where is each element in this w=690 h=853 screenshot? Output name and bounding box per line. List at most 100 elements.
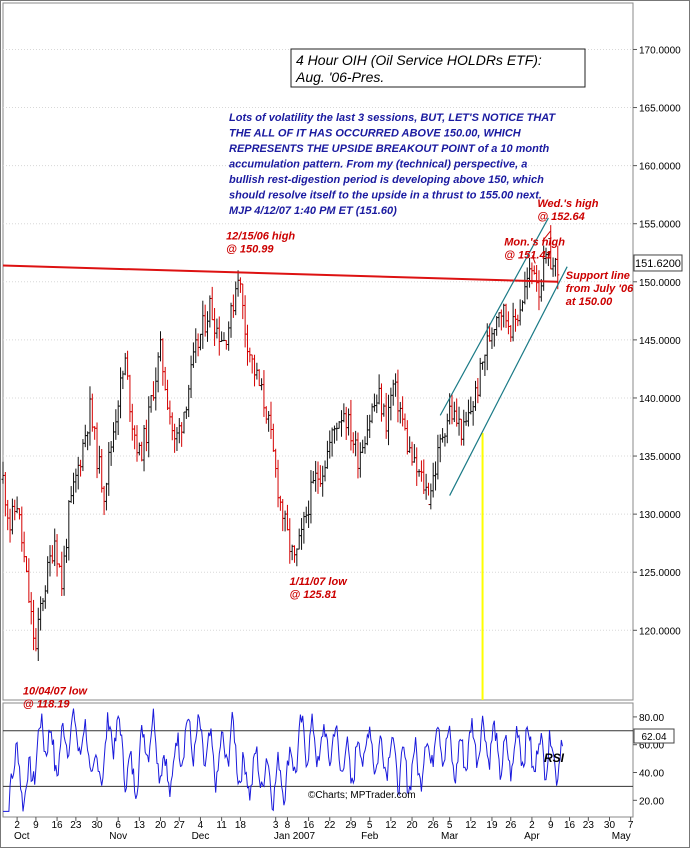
x-month-label: Apr	[524, 831, 540, 842]
x-tick-label: 20	[406, 820, 418, 831]
annotation-text: Wed.'s high	[537, 198, 598, 210]
x-tick-label: 2	[14, 820, 20, 831]
x-month-label: Nov	[109, 831, 127, 842]
x-month-label: Feb	[361, 831, 379, 842]
price-y-tick-label: 145.0000	[639, 336, 681, 347]
x-tick-label: 9	[548, 820, 554, 831]
commentary-line: MJP 4/12/07 1:40 PM ET (151.60)	[229, 205, 397, 217]
annotation-pointer	[541, 230, 551, 242]
rsi-label: RSI	[544, 751, 565, 765]
x-axis: 2 9 16 23 30 6 13 20 27 4 11 18 3 8 16 22 29 5 12 20 26 5 12 19…	[14, 817, 634, 842]
rsi-y-tick-label: 20.00	[639, 796, 664, 807]
x-tick-label: 29	[345, 820, 357, 831]
rsi-last-value-box	[633, 728, 675, 744]
price-bars	[1, 225, 560, 662]
x-tick-label: 16	[52, 820, 64, 831]
rsi-y-tick-label: 40.00	[639, 769, 664, 780]
rsi-line	[3, 708, 563, 812]
annotation-text: 10/04/07 low	[23, 685, 89, 697]
commentary-line: REPRESENTS THE UPSIDE BREAKOUT POINT of …	[229, 143, 550, 155]
x-tick-label: 16	[303, 820, 315, 831]
price-y-tick-label: 150.0000	[639, 278, 681, 289]
rsi-y-tick-label: 60.00	[639, 741, 664, 752]
x-tick-label: 9	[33, 820, 39, 831]
commentary-line: Lots of volatility the last 3 sessions, …	[229, 112, 556, 124]
x-tick-label: 5	[367, 820, 373, 831]
last-price-tag: 151.6200	[633, 254, 683, 272]
x-tick-label: 4	[198, 820, 204, 831]
annotation-text: from July '06	[566, 283, 634, 295]
annotation-text: @ 125.81	[289, 589, 336, 601]
annotation-text: 1/11/07 low	[289, 576, 348, 588]
x-tick-label: 5	[447, 820, 453, 831]
price-y-tick-label: 125.0000	[639, 568, 681, 579]
annotation-text: Mon.'s high	[504, 236, 565, 248]
support-line	[2, 264, 558, 283]
x-tick-label: 3	[273, 820, 279, 831]
x-tick-label: 11	[216, 820, 227, 831]
commentary-line: accumulation pattern. From my (technical…	[229, 159, 527, 171]
x-tick-label: 26	[505, 820, 517, 831]
price-y-tick-label: 135.0000	[639, 452, 681, 463]
x-tick-label: 23	[70, 820, 82, 831]
x-tick-label: 22	[324, 820, 336, 831]
annotation-text: @ 150.99	[226, 243, 274, 255]
last-price-box	[633, 254, 683, 272]
price-y-tick-label: 165.0000	[639, 104, 681, 115]
annotation-pointer	[531, 255, 536, 264]
x-month-label: May	[612, 831, 631, 842]
trend-lines	[2, 217, 568, 496]
x-month-label: Mar	[441, 831, 459, 842]
x-tick-label: 2	[529, 820, 535, 831]
annotations: 10/04/07 low@ 118.19 12/15/06 high@ 150.9…	[23, 198, 634, 710]
price-y-tick-label: 155.0000	[639, 220, 681, 231]
commentary-line: THE ALL OF IT HAS OCCURRED ABOVE 150.00,…	[229, 128, 522, 140]
title-frame	[290, 48, 586, 88]
x-tick-label: 30	[604, 820, 616, 831]
chart-title-line2: Aug. '06-Pres.	[295, 69, 384, 85]
commentary-line: bullish rest-digestion period is develop…	[229, 174, 544, 186]
rsi-series	[3, 708, 563, 812]
price-y-tick-label: 160.0000	[639, 162, 681, 173]
price-y-axis: 120.0000 125.0000 130.0000 135.0000 140.0000…	[633, 45, 681, 637]
x-month-label: Dec	[192, 831, 210, 842]
x-tick-label: 20	[155, 820, 167, 831]
x-tick-label: 26	[428, 820, 440, 831]
rsi-last-value-tag: 62.04	[633, 728, 675, 744]
rsi-y-axis: 20.00 40.00 60.00 80.00	[633, 713, 664, 807]
x-tick-label: 19	[486, 820, 498, 831]
x-tick-label: 7	[628, 820, 634, 831]
x-tick-label: 23	[583, 820, 595, 831]
x-tick-label: 8	[285, 820, 291, 831]
channel-upper-line	[439, 217, 549, 416]
x-tick-label: 27	[174, 820, 186, 831]
chart-credit: ©Charts; MPTrader.com	[308, 790, 416, 801]
annotation-text: Support line	[566, 270, 630, 282]
x-month-label: Oct	[14, 831, 30, 842]
x-tick-label: 6	[115, 820, 121, 831]
price-y-tick-label: 140.0000	[639, 394, 681, 405]
commentary-line: should resolve itself to the upside in a…	[229, 190, 542, 202]
x-tick-label: 30	[91, 820, 103, 831]
last-price-label: 151.6200	[635, 258, 681, 270]
x-tick-label: 12	[465, 820, 477, 831]
annotation-text: 12/15/06 high	[226, 230, 295, 242]
price-y-tick-label: 130.0000	[639, 510, 681, 521]
x-tick-label: 16	[564, 820, 576, 831]
x-tick-label: 13	[134, 820, 146, 831]
channel-lower-line	[449, 266, 568, 496]
rsi-y-tick-label: 80.00	[639, 713, 664, 724]
x-month-label: Jan 2007	[274, 831, 316, 842]
price-plot-area	[2, 2, 634, 701]
commentary-text: Lots of volatility the last 3 sessions, …	[229, 112, 556, 217]
chart-title-line1: 4 Hour OIH (Oil Service HOLDRs ETF):	[296, 52, 542, 68]
annotation-text: @ 118.19	[23, 698, 70, 710]
annotation-text: at 150.00	[566, 296, 613, 308]
price-y-tick-label: 120.0000	[639, 626, 681, 637]
x-tick-label: 18	[235, 820, 247, 831]
title-box: 4 Hour OIH (Oil Service HOLDRs ETF): Aug…	[290, 48, 586, 88]
x-tick-label: 12	[385, 820, 397, 831]
annotation-text: @ 152.64	[537, 211, 584, 223]
